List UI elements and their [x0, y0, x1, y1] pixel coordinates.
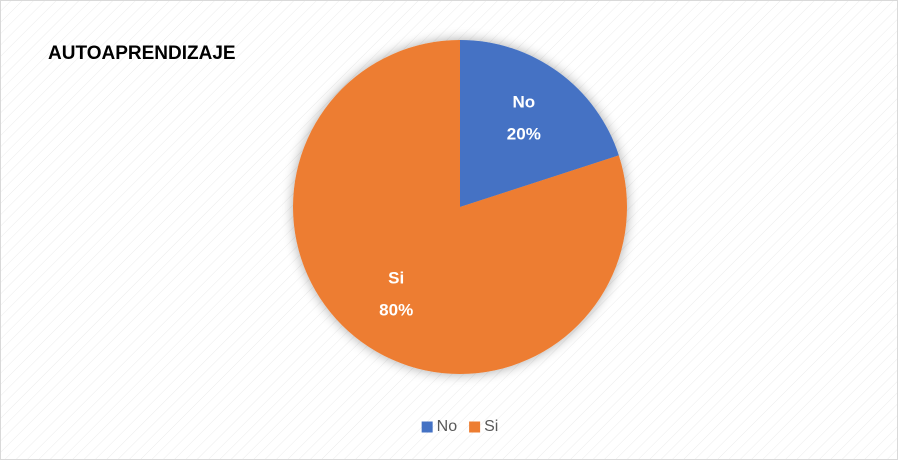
data-label: 20% [507, 125, 541, 144]
chart-title: AUTOAPRENDIZAJE [48, 43, 236, 64]
pie [293, 40, 628, 375]
data-label-name: Si [388, 268, 404, 287]
data-label: 80% [379, 300, 413, 319]
data-label-name: No [512, 93, 535, 112]
legend-swatch [421, 421, 433, 433]
legend-label: No [437, 418, 458, 435]
legend-label: Si [484, 418, 498, 435]
pie-slice [460, 40, 619, 207]
pie-slice [293, 40, 628, 375]
legend-swatch [469, 421, 481, 433]
